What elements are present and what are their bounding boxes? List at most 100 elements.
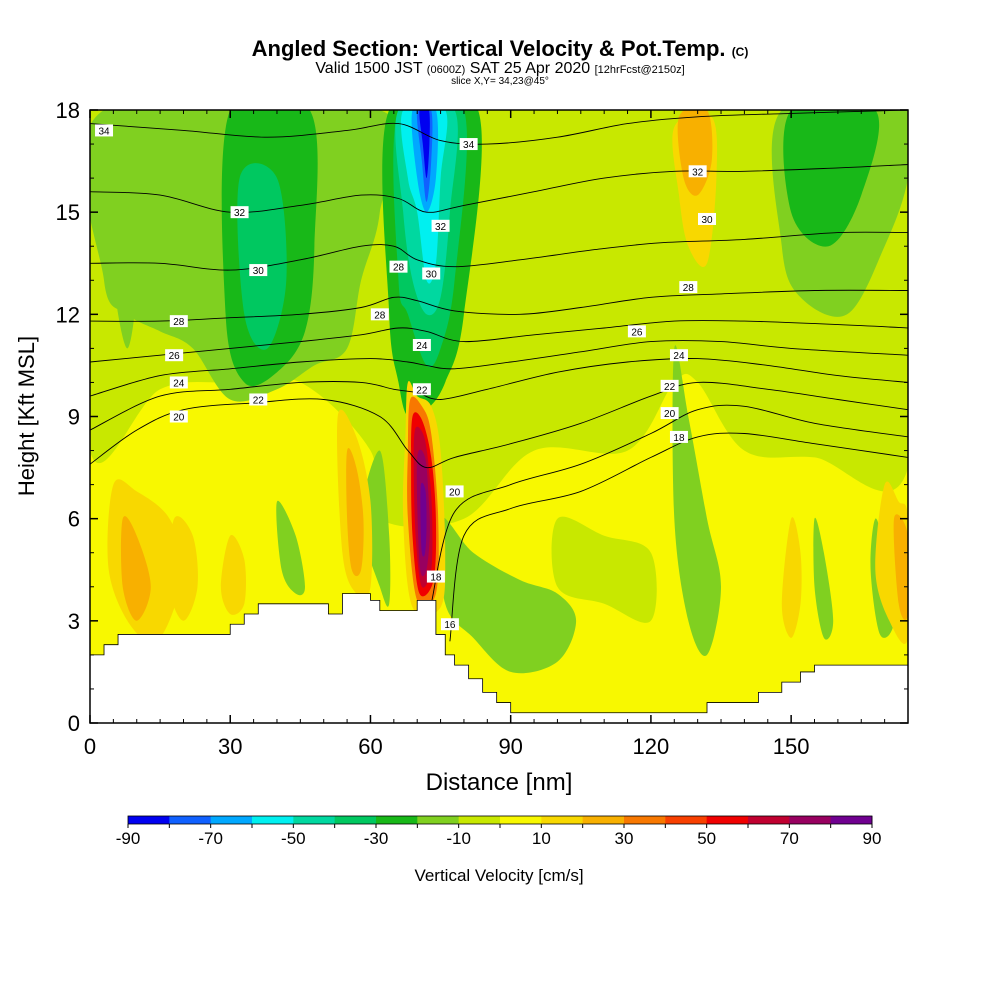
- contour-label-box: [230, 206, 249, 219]
- velocity-region: [220, 534, 247, 615]
- contour-label: 30: [701, 215, 713, 226]
- colorbar-swatch: [293, 816, 336, 824]
- contour-label: 26: [169, 351, 181, 362]
- contour-label: 32: [435, 222, 447, 233]
- theta-contour-28: [90, 289, 908, 322]
- velocity-region: [551, 516, 657, 623]
- theta-contour-26: [90, 320, 908, 363]
- contour-label: 18: [430, 573, 442, 584]
- colorbar: -90 -70 -50 -30 -10 10 30 50 70 90: [116, 815, 882, 848]
- colorbar-swatch: [417, 816, 460, 824]
- chart-subtitle: Valid 1500 JST (0600Z) SAT 25 Apr 2020 […: [0, 60, 1000, 78]
- contour-label-box: [169, 410, 188, 423]
- velocity-region: [813, 517, 834, 640]
- y-tick-label: 12: [56, 302, 80, 327]
- contour-label: 34: [98, 126, 110, 137]
- colorbar-tick-label: 10: [532, 829, 551, 848]
- colorbar-tick-label: 90: [863, 829, 882, 848]
- contour-label: 16: [444, 620, 456, 631]
- velocity-region: [108, 142, 137, 349]
- contour-label: 26: [631, 327, 643, 338]
- subtitle-forecast: [12hrFcst@2150z]: [594, 64, 685, 76]
- contour-label-box: [459, 138, 478, 151]
- colorbar-tick-label: 50: [697, 829, 716, 848]
- contour-label: 22: [416, 385, 428, 396]
- x-tick-label: 30: [218, 734, 242, 759]
- colorbar-swatch: [376, 816, 418, 824]
- contour-label: 20: [664, 409, 676, 420]
- colorbar-swatch: [252, 816, 294, 824]
- y-axis-label: Height [Kft MSL]: [14, 336, 39, 496]
- colorbar-swatch: [500, 816, 542, 824]
- contour-label-box: [249, 264, 268, 277]
- velocity-region: [237, 163, 287, 350]
- contour-label: 22: [664, 382, 676, 393]
- colorbar-swatch: [748, 816, 790, 824]
- contour-label: 28: [374, 310, 386, 321]
- subtitle-date: SAT 25 Apr 2020: [469, 60, 591, 77]
- slice-label: slice X,Y= 34,23@45°: [451, 76, 549, 87]
- subtitle-valid-time: Valid 1500 JST: [315, 60, 423, 77]
- contour-label: 28: [683, 283, 695, 294]
- velocity-region: [346, 447, 364, 577]
- velocity-region: [420, 482, 427, 557]
- colorbar-tick-label: -30: [364, 829, 389, 848]
- contour-label: 32: [692, 167, 704, 178]
- colorbar-swatch: [334, 816, 377, 824]
- contour-label-box: [660, 407, 679, 420]
- theta-contour-18: [430, 404, 908, 604]
- contour-label-box: [389, 260, 408, 273]
- velocity-region: [438, 517, 577, 674]
- theta-contour-22: [90, 358, 908, 431]
- contour-label: 28: [173, 317, 185, 328]
- velocity-region: [419, 110, 430, 179]
- contour-label-box: [95, 124, 114, 137]
- colorbar-swatch: [458, 816, 501, 824]
- contour-label: 30: [426, 269, 438, 280]
- contour-label-box: [445, 485, 464, 498]
- subtitle-utc-time: (0600Z): [426, 64, 466, 76]
- chart-title-tag: (C): [731, 45, 749, 59]
- theta-contour-16: [449, 432, 908, 642]
- contour-label-box: [627, 325, 646, 338]
- velocity-region: [672, 345, 721, 657]
- y-tick-label: 0: [68, 711, 80, 736]
- contour-label-box: [412, 338, 431, 351]
- theta-contour-20: [90, 381, 908, 469]
- y-tick-label: 18: [56, 98, 80, 123]
- contour-label: 28: [393, 263, 405, 274]
- contour-label: 20: [449, 487, 461, 498]
- theta-contour-24: [90, 340, 908, 397]
- contour-label: 22: [253, 395, 265, 406]
- y-tick-label: 15: [56, 200, 80, 225]
- colorbar-swatch: [665, 816, 708, 824]
- contour-label-box: [422, 267, 441, 280]
- colorbar-swatch: [169, 816, 212, 824]
- contour-labels: 34 34 32 32 32 30 30 30 28 28 28 28 26 26 24 24 24 22 22 22…: [95, 124, 717, 631]
- colorbar-tick-label: -90: [116, 829, 141, 848]
- contour-label-box: [669, 349, 688, 362]
- contour-label-box: [249, 393, 268, 406]
- y-axis: 0 3 6 9 12 15 18: [56, 98, 908, 736]
- velocity-region: [120, 516, 151, 621]
- colorbar-swatch: [210, 816, 253, 824]
- colorbar-swatch: [789, 816, 832, 824]
- contour-label-box: [698, 212, 717, 225]
- velocity-region: [893, 514, 908, 620]
- theta-contour-30: [90, 231, 908, 271]
- contour-label: 32: [234, 208, 246, 219]
- contour-label-box: [426, 570, 445, 583]
- contour-label-box: [679, 281, 698, 294]
- chart-title: Angled Section: Vertical Velocity & Pot.…: [0, 36, 1000, 62]
- velocity-region: [783, 110, 880, 247]
- contour-label: 24: [673, 351, 685, 362]
- contour-label-box: [169, 376, 188, 389]
- y-tick-label: 3: [68, 609, 80, 634]
- contour-label: 34: [463, 140, 475, 151]
- y-tick-label: 9: [68, 405, 80, 430]
- velocity-region: [276, 500, 305, 596]
- contour-label-box: [440, 618, 459, 631]
- colorbar-swatch: [830, 816, 873, 824]
- theta-contours: [90, 110, 908, 642]
- colorbar-tick-label: -70: [198, 829, 223, 848]
